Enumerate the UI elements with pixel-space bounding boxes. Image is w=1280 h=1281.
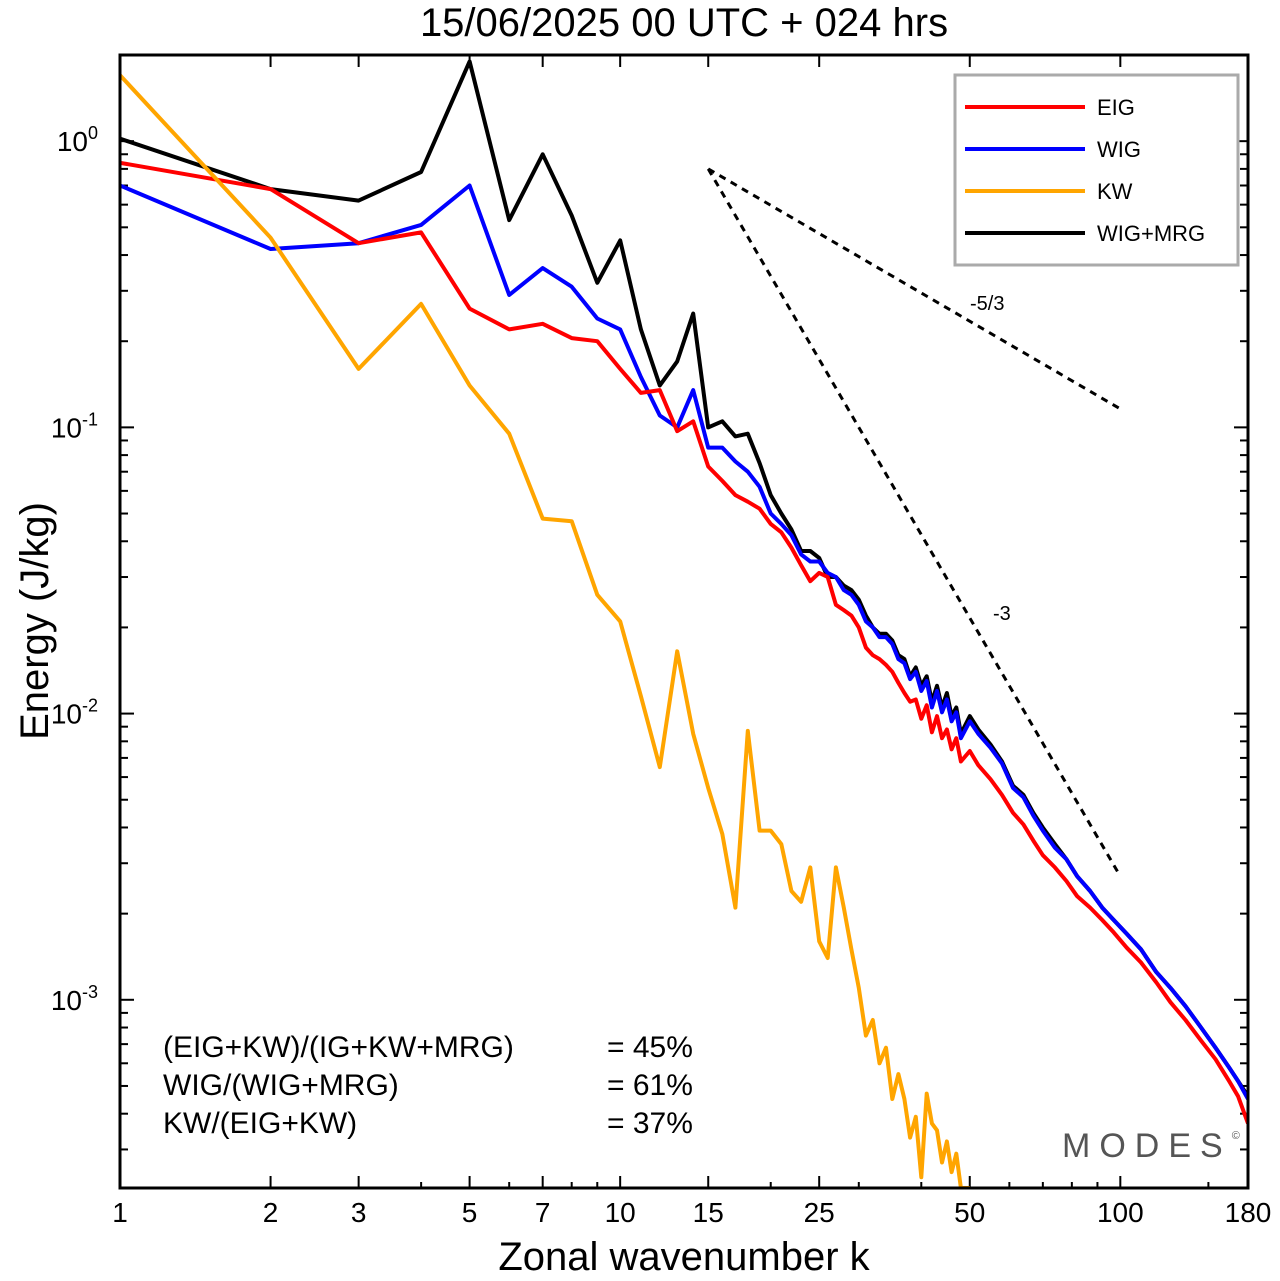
y-axis-label: Energy (J/kg): [13, 502, 57, 740]
chart-title: 15/06/2025 00 UTC + 024 hrs: [420, 1, 948, 45]
stat-value: = 45%: [607, 1031, 693, 1064]
legend-label: WIG: [1097, 137, 1141, 162]
x-tick-label: 180: [1225, 1197, 1272, 1228]
stat-label: (EIG+KW)/(IG+KW+MRG): [163, 1031, 514, 1064]
series-layer: [120, 59, 1248, 1188]
stat-label: WIG/(WIG+MRG): [163, 1069, 399, 1102]
y-tick-label: 10-1: [51, 409, 98, 443]
stat-label: KW/(EIG+KW): [163, 1107, 357, 1140]
legend-label: WIG+MRG: [1097, 221, 1205, 246]
modes-logo: MODES©: [1062, 1127, 1249, 1165]
series-line-eig: [120, 160, 1248, 1125]
x-tick-label: 1: [112, 1197, 128, 1228]
y-tick-labels: 100 10-1 10-2 10-3: [51, 123, 98, 1016]
x-tick-label: 15: [693, 1197, 724, 1228]
x-tick-label: 25: [804, 1197, 835, 1228]
x-tick-label: 5: [462, 1197, 478, 1228]
reference-slope-line: [707, 167, 1122, 411]
y-tick-label: 100: [57, 123, 98, 157]
x-axis-label: Zonal wavenumber k: [498, 1235, 870, 1279]
stat-value: = 61%: [607, 1069, 693, 1102]
x-tick-label: 2: [263, 1197, 279, 1228]
reference-slope-label: -3: [993, 603, 1011, 625]
reference-slopes: -5/3 -3: [706, 167, 1122, 878]
stat-value: = 37%: [607, 1107, 693, 1140]
reference-slope-line: [706, 168, 1122, 878]
plot-frame: [118, 53, 1250, 1190]
stats-annotations: (EIG+KW)/(IG+KW+MRG) = 45% WIG/(WIG+MRG) = …: [163, 1031, 693, 1140]
y-tick-label: 10-3: [51, 982, 98, 1016]
x-tick-label: 10: [605, 1197, 636, 1228]
x-tick-label: 7: [535, 1197, 551, 1228]
legend-label: EIG: [1097, 95, 1135, 120]
reference-slope-label: -5/3: [970, 293, 1004, 315]
x-tick-label: 50: [954, 1197, 985, 1228]
legend-label: KW: [1097, 179, 1133, 204]
x-tick-label: 100: [1097, 1197, 1144, 1228]
legend: EIG WIG KW WIG+MRG: [953, 73, 1240, 267]
series-line-kw: [120, 73, 970, 1188]
x-tick-label: 3: [351, 1197, 367, 1228]
y-tick-label: 10-2: [51, 696, 98, 730]
x-tick-labels: 1 2 3 5 7 10 15 25 50 100 180: [112, 1197, 1271, 1228]
